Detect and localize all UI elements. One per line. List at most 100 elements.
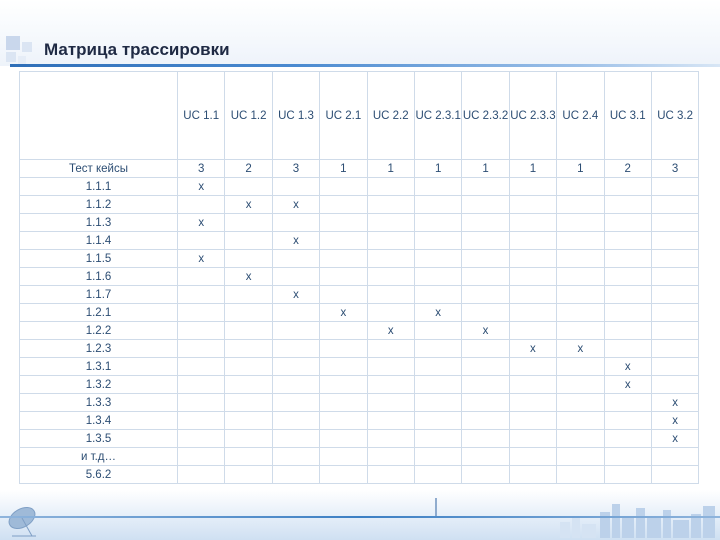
column-header: UC 2.3.3 [508, 71, 558, 160]
empty-cell [319, 249, 368, 268]
test-case-label: 1.1.1 [19, 177, 178, 196]
empty-cell [366, 267, 415, 286]
empty-cell [319, 231, 368, 250]
trace-mark-cell: x [176, 213, 226, 232]
empty-cell [556, 465, 605, 484]
page-title: Матрица трассировки [44, 40, 230, 59]
header-band [0, 0, 720, 66]
empty-cell [413, 339, 463, 358]
title-divider [10, 64, 720, 67]
empty-cell [461, 375, 510, 394]
empty-cell [603, 177, 652, 196]
test-case-label: 1.2.2 [19, 321, 178, 340]
column-header: UC 1.3 [271, 71, 321, 160]
total-count-cell: 3 [271, 159, 321, 178]
empty-cell [271, 447, 321, 466]
trace-mark-cell: x [224, 195, 273, 214]
empty-cell [224, 303, 273, 322]
trace-mark-cell: x [650, 429, 700, 448]
empty-cell [319, 447, 368, 466]
empty-cell [461, 195, 510, 214]
column-header-label: UC 2.2 [372, 109, 409, 122]
column-header-label: UC 2.4 [562, 109, 599, 122]
empty-cell [508, 303, 558, 322]
empty-cell [603, 231, 652, 250]
empty-cell [461, 429, 510, 448]
test-case-label: и т.д… [19, 447, 178, 466]
empty-cell [508, 393, 558, 412]
empty-cell [461, 465, 510, 484]
total-count-cell: 3 [650, 159, 700, 178]
empty-cell [461, 267, 510, 286]
empty-cell [508, 195, 558, 214]
empty-cell [461, 285, 510, 304]
table-row: 1.1.7 x [19, 285, 700, 304]
empty-cell [366, 177, 415, 196]
empty-cell [603, 429, 652, 448]
empty-cell [556, 429, 605, 448]
empty-cell [461, 249, 510, 268]
empty-cell [556, 195, 605, 214]
column-header-label: UC 3.2 [657, 109, 693, 122]
trace-mark-cell: x [461, 321, 510, 340]
total-count-cell: 1 [508, 159, 558, 178]
empty-cell [271, 429, 321, 448]
empty-cell [271, 411, 321, 430]
empty-cell [271, 267, 321, 286]
empty-cell [319, 267, 368, 286]
test-case-label: 1.3.3 [19, 393, 178, 412]
trace-mark-cell: x [508, 339, 558, 358]
empty-cell [319, 375, 368, 394]
column-header-label: UC 2.3.2 [462, 109, 509, 122]
empty-cell [461, 357, 510, 376]
empty-cell [556, 213, 605, 232]
table-row: 1.3.4 x [19, 411, 700, 430]
empty-cell [603, 339, 652, 358]
empty-cell [224, 465, 273, 484]
table-row: 1.3.2 x [19, 375, 700, 394]
empty-cell [461, 393, 510, 412]
empty-cell [556, 231, 605, 250]
empty-cell [176, 429, 226, 448]
column-header: UC 2.4 [556, 71, 605, 160]
table-row: 1.1.2 x x [19, 195, 700, 214]
footer-skyline-decoration [8, 498, 715, 538]
empty-cell [413, 231, 463, 250]
empty-cell [413, 465, 463, 484]
empty-cell [508, 267, 558, 286]
empty-cell [603, 285, 652, 304]
empty-cell [508, 465, 558, 484]
trace-mark-cell: x [176, 177, 226, 196]
empty-cell [603, 465, 652, 484]
empty-cell [176, 231, 226, 250]
empty-cell [650, 285, 700, 304]
total-count-cell: 1 [556, 159, 605, 178]
empty-cell [508, 177, 558, 196]
table-row: 1.3.3 x [19, 393, 700, 412]
empty-cell [176, 357, 226, 376]
empty-cell [650, 447, 700, 466]
total-count-cell: 2 [224, 159, 273, 178]
empty-cell [508, 213, 558, 232]
empty-cell [224, 285, 273, 304]
empty-cell [224, 375, 273, 394]
empty-cell [650, 213, 700, 232]
empty-cell [176, 267, 226, 286]
empty-cell [271, 303, 321, 322]
empty-cell [319, 339, 368, 358]
corner-decoration [6, 36, 38, 70]
empty-cell [224, 447, 273, 466]
empty-cell [650, 195, 700, 214]
empty-cell [603, 303, 652, 322]
empty-cell [176, 285, 226, 304]
empty-cell [319, 465, 368, 484]
empty-cell [508, 411, 558, 430]
empty-cell [271, 249, 321, 268]
empty-cell [271, 339, 321, 358]
table-row: 1.3.1 x [19, 357, 700, 376]
empty-cell [413, 357, 463, 376]
trace-mark-cell: x [603, 375, 652, 394]
table-row: 1.1.5 x [19, 249, 700, 268]
trace-mark-cell: x [271, 231, 321, 250]
empty-cell [224, 357, 273, 376]
